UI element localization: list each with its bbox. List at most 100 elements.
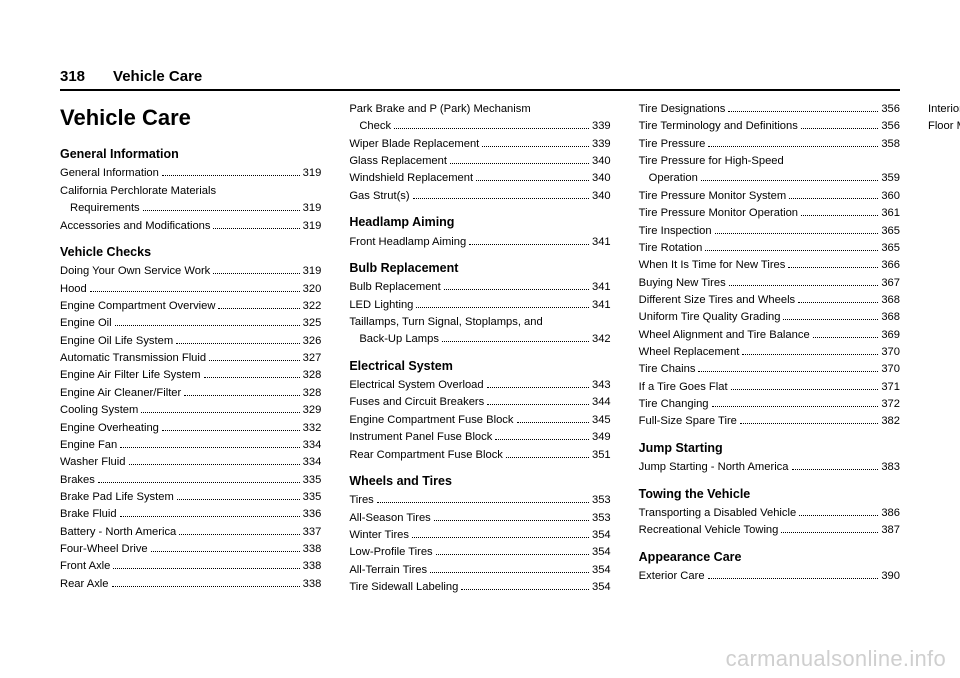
toc-leader-dots — [213, 268, 299, 275]
toc-leader-dots — [708, 572, 879, 579]
toc-entry-label: Winter Tires — [349, 527, 409, 544]
toc-entry: Engine Oil Life System326 — [60, 333, 321, 350]
toc-leader-dots — [461, 583, 589, 590]
toc-entry: Tire Sidewall Labeling354 — [349, 579, 610, 596]
toc-entry-label: Operation — [649, 170, 698, 187]
toc-entry-label: Check — [359, 118, 391, 135]
toc-leader-dots — [506, 451, 589, 458]
toc-entry-label: Wheel Replacement — [639, 344, 740, 361]
toc-leader-dots — [712, 400, 879, 407]
toc-entry: Engine Compartment Fuse Block345 — [349, 412, 610, 429]
toc-entry-label: Brakes — [60, 472, 95, 489]
toc-leader-dots — [151, 545, 300, 552]
toc-section-heading: Electrical System — [349, 357, 610, 376]
toc-leader-dots — [129, 459, 300, 466]
toc-entry-page: 383 — [881, 459, 900, 476]
toc-entry-page: 367 — [881, 275, 900, 292]
toc-leader-dots — [143, 204, 300, 211]
toc-entry-page: 335 — [303, 489, 322, 506]
toc-entry-page: 370 — [881, 361, 900, 378]
toc-leader-dots — [444, 284, 589, 291]
toc-entry-page: 354 — [592, 579, 611, 596]
toc-entry: Engine Overheating332 — [60, 420, 321, 437]
toc-entry: Electrical System Overload343 — [349, 377, 610, 394]
toc-leader-dots — [179, 528, 299, 535]
toc-entry-label: Tires — [349, 492, 373, 509]
chapter-title: Vehicle Care — [60, 101, 321, 135]
toc-leader-dots — [792, 463, 879, 470]
toc-entry-page: 387 — [881, 522, 900, 539]
toc-entry-page: 345 — [592, 412, 611, 429]
toc-leader-dots — [487, 399, 589, 406]
toc-leader-dots — [394, 123, 589, 130]
toc-entry-page: 319 — [303, 165, 322, 182]
toc-leader-dots — [204, 372, 300, 379]
toc-section-heading: Jump Starting — [639, 439, 900, 458]
toc-entry: All-Season Tires353 — [349, 510, 610, 527]
toc-entry: Rear Compartment Fuse Block351 — [349, 447, 610, 464]
toc-entry: Engine Air Cleaner/Filter328 — [60, 385, 321, 402]
toc-entry-label: Doing Your Own Service Work — [60, 263, 210, 280]
toc-entry-label: Front Headlamp Aiming — [349, 234, 466, 251]
toc-entry: Different Size Tires and Wheels 368 — [639, 292, 900, 309]
toc-entry-page: 368 — [881, 292, 900, 309]
toc-leader-dots — [90, 285, 300, 292]
toc-entry-label: Tire Pressure Monitor Operation — [639, 205, 798, 222]
toc-leader-dots — [416, 301, 589, 308]
toc-entry-page: 322 — [303, 298, 322, 315]
toc-leader-dots — [115, 320, 300, 327]
toc-entry-page: 341 — [592, 297, 611, 314]
toc-entry: Tire Pressure for High-Speed — [639, 153, 900, 170]
toc-entry: General Information319 — [60, 165, 321, 182]
toc-entry-page: 340 — [592, 170, 611, 187]
toc-entry-label: Different Size Tires and Wheels — [639, 292, 796, 309]
toc-entry: Buying New Tires367 — [639, 275, 900, 292]
toc-entry-page: 336 — [303, 506, 322, 523]
toc-entry-label: Recreational Vehicle Towing — [639, 522, 779, 539]
toc-entry-page: 334 — [303, 454, 322, 471]
toc-entry-page: 328 — [303, 367, 322, 384]
toc-entry: Engine Oil325 — [60, 315, 321, 332]
toc-entry: Tire Rotation365 — [639, 240, 900, 257]
toc-entry: Tire Pressure Monitor System360 — [639, 188, 900, 205]
page-header: 318 Vehicle Care — [60, 68, 900, 91]
toc-leader-dots — [412, 531, 589, 538]
toc-leader-dots — [120, 511, 300, 518]
toc-entry-label: Engine Compartment Overview — [60, 298, 215, 315]
toc-entry-label: All-Terrain Tires — [349, 562, 427, 579]
toc-leader-dots — [715, 227, 879, 234]
toc-entry-page: 335 — [303, 472, 322, 489]
page-header-title: Vehicle Care — [113, 68, 202, 85]
toc-entry-page: 369 — [881, 327, 900, 344]
toc-entry: Jump Starting - North America 383 — [639, 459, 900, 476]
toc-entry-page: 386 — [881, 505, 900, 522]
toc-entry: Full-Size Spare Tire382 — [639, 413, 900, 430]
toc-entry-page: 340 — [592, 188, 611, 205]
toc-section-heading: Wheels and Tires — [349, 472, 610, 491]
toc-leader-dots — [113, 563, 299, 570]
toc-entry-page: 365 — [881, 240, 900, 257]
toc-entry: Brakes 335 — [60, 472, 321, 489]
toc-entry-page: 325 — [303, 315, 322, 332]
toc-entry-page: 341 — [592, 234, 611, 251]
toc-entry-label: Tire Pressure — [639, 136, 706, 153]
toc-entry-label: Tire Terminology and Definitions — [639, 118, 798, 135]
toc-entry-page: 340 — [592, 153, 611, 170]
toc-entry-label: Engine Air Filter Life System — [60, 367, 201, 384]
toc-leader-dots — [813, 331, 879, 338]
toc-entry-label: All-Season Tires — [349, 510, 430, 527]
toc-entry-page: 319 — [303, 263, 322, 280]
toc-entry: Tires353 — [349, 492, 610, 509]
toc-entry: California Perchlorate Materials — [60, 183, 321, 200]
toc-entry: Tire Pressure Monitor Operation361 — [639, 205, 900, 222]
toc-entry-label: Jump Starting - North America — [639, 459, 789, 476]
toc-entry: Engine Compartment Overview 322 — [60, 298, 321, 315]
toc-entry: Engine Fan334 — [60, 437, 321, 454]
toc-entry-label: Washer Fluid — [60, 454, 126, 471]
toc-leader-dots — [701, 175, 879, 182]
toc-entry-page: 343 — [592, 377, 611, 394]
toc-entry-page: 356 — [881, 118, 900, 135]
toc-entry-page: 339 — [592, 136, 611, 153]
toc-entry-page: 338 — [303, 576, 322, 593]
toc-leader-dots — [495, 433, 589, 440]
